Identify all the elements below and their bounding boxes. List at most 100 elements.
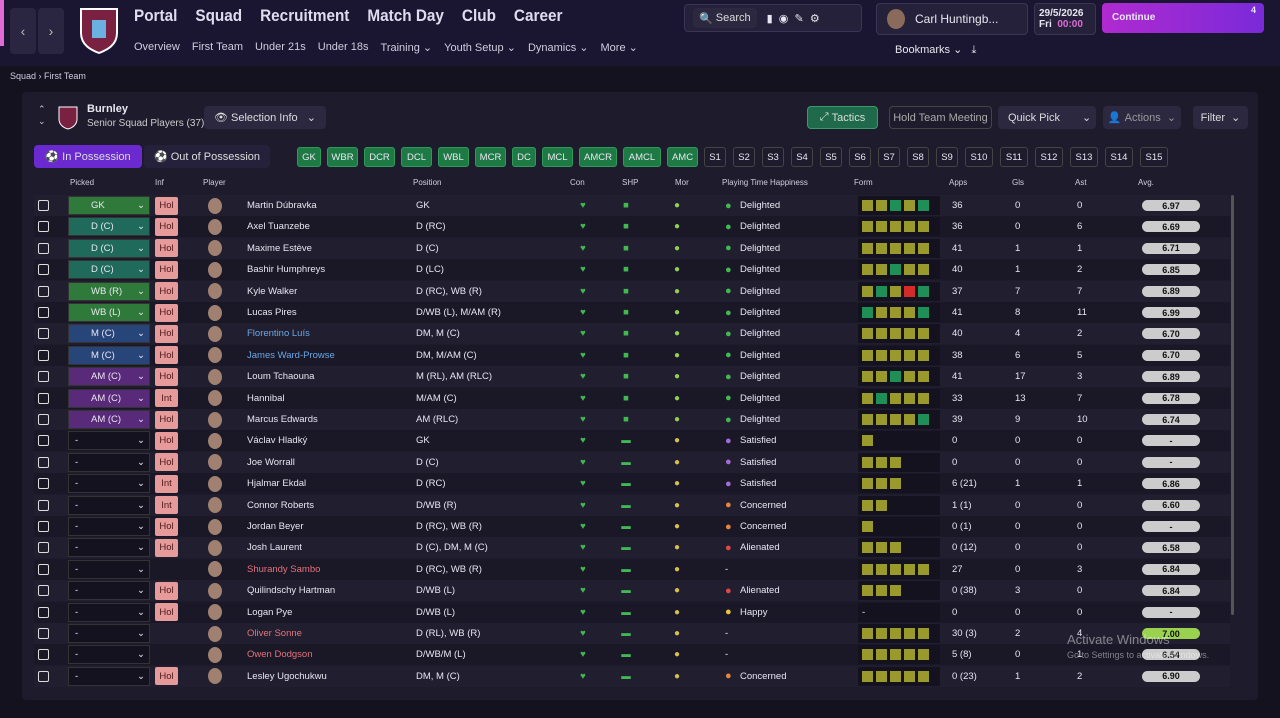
filter[interactable]: Filter ⌄	[1193, 106, 1248, 129]
sub-nav-item[interactable]: Under 21s	[254, 41, 306, 53]
table-row[interactable]: AM (C) ⌄ Hol Loum Tchaouna M (RL), AM (RLC) ♥…	[34, 366, 1230, 388]
picked[interactable]: -	[75, 521, 79, 532]
actions[interactable]: 👤 Actions ⌄	[1103, 106, 1181, 129]
selection-info[interactable]: 👁 Selection Info ⌄	[204, 106, 326, 129]
crumb[interactable]: Squad	[10, 71, 37, 81]
picked[interactable]: AM (C)	[91, 392, 122, 404]
crumb[interactable]: First Team	[44, 71, 86, 81]
sub-slot[interactable]: S6	[849, 147, 871, 167]
column-header[interactable]: Gls	[1012, 178, 1024, 187]
table-row[interactable]: - ⌄ Hol Logan Pye D/WB (L) ♥ ▬ ● ● Happy -0 0 0-	[34, 601, 1230, 623]
table-row[interactable]: - ⌄ Owen Dodgson D/WB/M (L) ♥ ▬ ● -5 (8) 0 1 6.54	[34, 644, 1230, 666]
sub-nav-item[interactable]: Overview	[134, 41, 180, 53]
sub-slot[interactable]: S10	[965, 147, 993, 167]
table-row[interactable]: WB (R) ⌄ Hol Kyle Walker D (RC), WB (R) ♥ ■ ● ● D…	[34, 280, 1230, 302]
sub-slot[interactable]: S2	[733, 147, 755, 167]
sub-slot[interactable]: S11	[1000, 147, 1028, 167]
column-header[interactable]: Inf	[155, 178, 164, 187]
sub-slot[interactable]: S5	[820, 147, 842, 167]
tab[interactable]: ⚽ Out of Possession	[144, 145, 270, 168]
sub-nav-item[interactable]: Youth Setup ⌄	[444, 42, 516, 54]
column-header[interactable]: Position	[413, 178, 442, 187]
table-row[interactable]: - ⌄ Oliver Sonne D (RL), WB (R) ♥ ▬ ● -30 (3) 2 4…	[34, 623, 1230, 644]
table-row[interactable]: GK ⌄ Hol Martin Dúbravka GK ♥ ■ ● ● Delighted 36 0 0…	[34, 195, 1230, 216]
table-row[interactable]: D (C) ⌄ Hol Bashir Humphreys D (LC) ♥ ■ ● ● Delig…	[34, 259, 1230, 281]
picked[interactable]: AM (C)	[91, 371, 122, 383]
table-row[interactable]: D (C) ⌄ Hol Axel Tuanzebe D (RC) ♥ ■ ● ● Delighte…	[34, 216, 1230, 238]
sub-slot[interactable]: S14	[1105, 147, 1133, 167]
sub-slot[interactable]: S3	[762, 147, 784, 167]
picked[interactable]: GK	[91, 200, 105, 211]
forward-button[interactable]: ›	[38, 8, 64, 54]
sub-nav-item[interactable]: Under 18s	[317, 41, 369, 53]
sub-nav-item[interactable]: Dynamics ⌄	[527, 42, 589, 54]
position-slot[interactable]: DCR	[364, 147, 395, 167]
sub-slot[interactable]: S12	[1035, 147, 1063, 167]
table-row[interactable]: AM (C) ⌄ Int Hannibal M/AM (C) ♥ ■ ● ● Delighted 3…	[34, 387, 1230, 409]
column-header[interactable]: Apps	[949, 178, 968, 187]
tactics[interactable]: ⤢ Tactics	[807, 106, 878, 129]
position-slot[interactable]: MCL	[542, 147, 573, 167]
table-row[interactable]: WB (L) ⌄ Hol Lucas Pires D/WB (L), M/AM (R) ♥…	[34, 302, 1230, 323]
back-button[interactable]: ‹	[10, 8, 36, 54]
picked[interactable]: WB (R)	[91, 285, 123, 297]
collapse[interactable]: ⌃ ⌄	[38, 104, 46, 126]
picked[interactable]: -	[75, 542, 79, 554]
position-slot[interactable]: WBR	[327, 147, 358, 167]
sub-slot[interactable]: S7	[878, 147, 900, 167]
sub-slot[interactable]: S9	[936, 147, 958, 167]
position-slot[interactable]: AMC	[667, 147, 698, 167]
picked[interactable]: WB (L)	[91, 307, 121, 318]
table-row[interactable]: - ⌄ Hol Lesley Ugochukwu DM, M (C) ♥ ▬ ● ● Concer…	[34, 665, 1230, 687]
manager[interactable]: Carl Huntingb...	[876, 3, 1028, 35]
picked[interactable]: D (C)	[91, 242, 114, 254]
position-slot[interactable]: MCR	[475, 147, 506, 167]
table-row[interactable]: M (C) ⌄ Hol James Ward-Prowse DM, M/AM (C) ♥ ■…	[34, 344, 1230, 366]
bookmarks[interactable]: Bookmarks ⌄ ⤓	[895, 44, 977, 56]
table-row[interactable]: - ⌄ Int Hjalmar Ekdal D (RC) ♥ ▬ ● ● Satisfied 6 (…	[34, 473, 1230, 495]
picked[interactable]: -	[75, 585, 79, 597]
sub-slot[interactable]: S8	[907, 147, 929, 167]
position-slot[interactable]: AMCL	[623, 147, 661, 167]
table-row[interactable]: - ⌄ Hol Josh Laurent D (C), DM, M (C) ♥ ▬ ● ● Ali…	[34, 537, 1230, 559]
column-header[interactable]: Ast	[1075, 178, 1087, 187]
picked[interactable]: -	[75, 456, 79, 468]
picked[interactable]: -	[75, 499, 79, 511]
position-slot[interactable]: GK	[297, 147, 321, 167]
picked[interactable]: D (C)	[91, 264, 114, 276]
picked[interactable]: -	[75, 670, 79, 682]
column-header[interactable]: Avg.	[1138, 178, 1154, 187]
table-row[interactable]: - ⌄ Hol Joe Worrall D (C) ♥ ▬ ● ● Satisfied 0 0 0-	[34, 451, 1230, 473]
nav-item[interactable]: Career	[513, 6, 563, 25]
column-header[interactable]: Con	[570, 178, 585, 187]
icons[interactable]: ▮ ◉ ✎ ⚙	[766, 12, 820, 25]
sub-nav-item[interactable]: First Team	[191, 41, 243, 53]
sub-slot[interactable]: S15	[1140, 147, 1168, 167]
column-header[interactable]: Picked	[70, 178, 95, 187]
table-row[interactable]: D (C) ⌄ Hol Maxime Estève D (C) ♥ ■ ● ● Delighted…	[34, 237, 1230, 259]
column-header[interactable]: Form	[854, 178, 873, 187]
picked[interactable]: -	[75, 478, 79, 490]
picked[interactable]: -	[75, 563, 79, 575]
table-row[interactable]: AM (C) ⌄ Hol Marcus Edwards AM (RLC) ♥ ■ ● ● Deli…	[34, 409, 1230, 430]
nav-item[interactable]: Club	[461, 6, 496, 25]
picked[interactable]: -	[75, 628, 79, 639]
position-slot[interactable]: AMCR	[579, 147, 617, 167]
picked[interactable]: -	[75, 435, 79, 447]
picked[interactable]: AM (C)	[91, 414, 122, 425]
sub-slot[interactable]: S13	[1070, 147, 1098, 167]
table-row[interactable]: - ⌄ Hol Quilindschy Hartman D/WB (L) ♥ ▬ ● ● Alie…	[34, 580, 1230, 602]
position-slot[interactable]: WBL	[438, 147, 469, 167]
nav-item[interactable]: Squad	[195, 6, 243, 25]
sub-nav-item[interactable]: More ⌄	[600, 42, 638, 54]
sub-slot[interactable]: S1	[704, 147, 726, 167]
picked[interactable]: D (C)	[91, 221, 114, 233]
nav-item[interactable]: Match Day	[367, 6, 444, 25]
sub-slot[interactable]: S4	[791, 147, 813, 167]
picked[interactable]: M (C)	[91, 328, 115, 340]
table-row[interactable]: M (C) ⌄ Hol Florentino Luís DM, M (C) ♥ ■ ● ● Del…	[34, 323, 1230, 345]
meeting[interactable]: Hold Team Meeting	[889, 106, 992, 129]
nav-item[interactable]: Recruitment	[260, 6, 350, 25]
sub-nav-item[interactable]: Training ⌄	[380, 42, 433, 54]
search[interactable]: 🔍 Search	[693, 8, 757, 28]
